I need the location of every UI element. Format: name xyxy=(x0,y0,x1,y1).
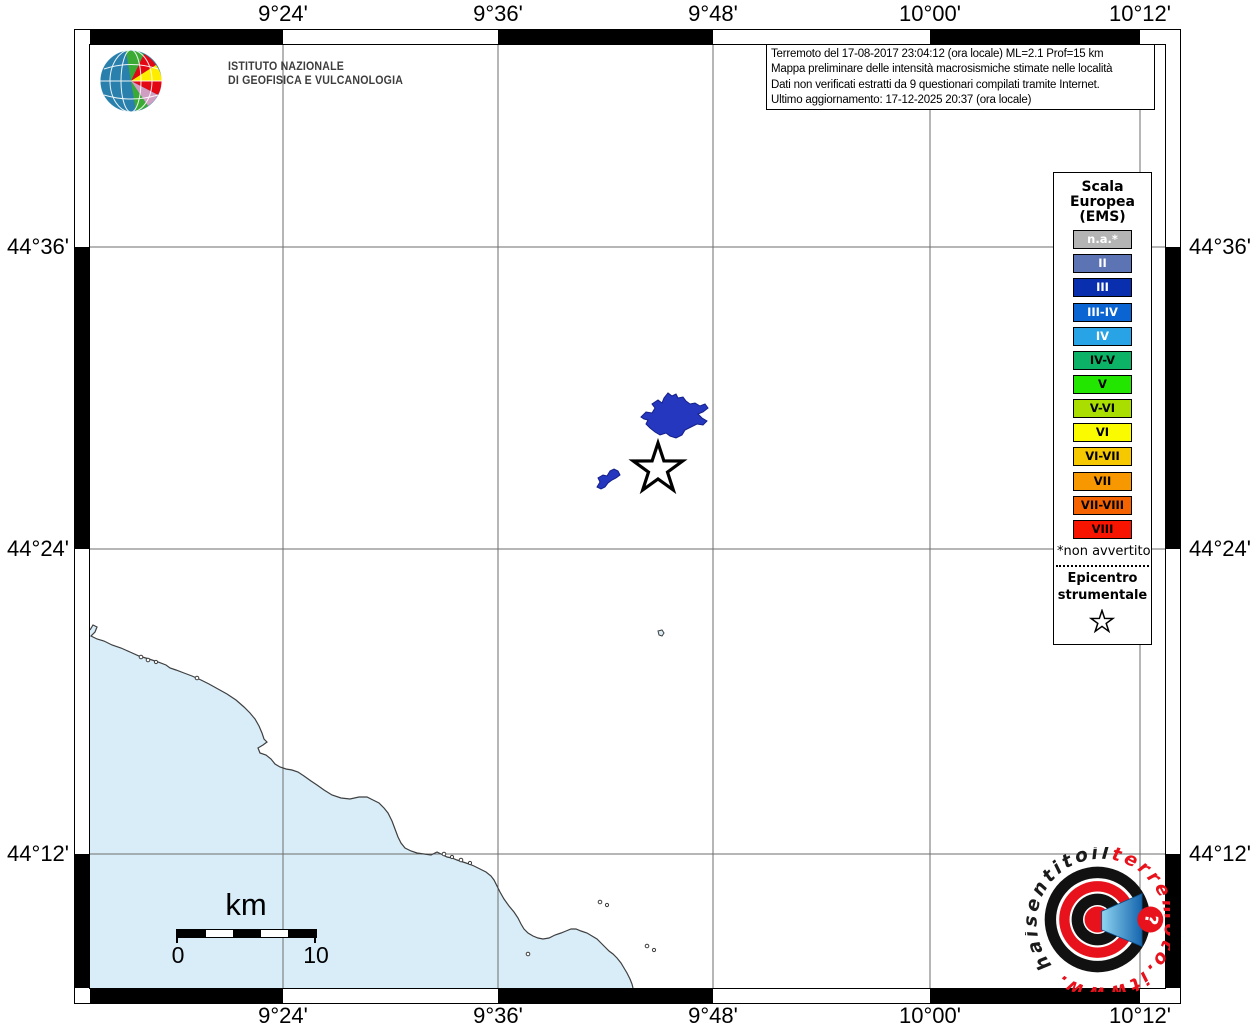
info-line-map: Mappa preliminare delle intensità macros… xyxy=(771,63,1113,76)
lon-label-top-1: 9°24' xyxy=(258,1,308,26)
lon-label-bottom-1: 9°24' xyxy=(258,1003,308,1024)
bullseye-icon xyxy=(1044,866,1151,973)
lon-label-top-3: 9°48' xyxy=(688,1,738,26)
question-mark: ? xyxy=(1140,913,1161,927)
scalebar-label-ten: 10 xyxy=(303,942,329,968)
locality-polygons xyxy=(596,392,709,490)
info-line-event: Terremoto del 17-08-2017 23:04:12 (ora l… xyxy=(771,48,1104,60)
legend-item-vii: VII xyxy=(1073,472,1132,491)
scalebar-label-zero: 0 xyxy=(171,942,185,968)
legend-epicenter-line1: Epicentro xyxy=(1067,571,1138,586)
frame-inner-border xyxy=(89,44,1166,989)
question-badge xyxy=(1137,906,1164,933)
legend-item-ii: II xyxy=(1073,254,1132,273)
ingv-title-line1: ISTITUTO NAZIONALE xyxy=(228,61,344,73)
legend-item-v: V xyxy=(1073,375,1132,394)
lat-label-left-1: 44°36' xyxy=(7,234,69,259)
frame-band-left xyxy=(75,45,89,988)
legend-epicenter-star-icon xyxy=(1089,609,1116,634)
ingv-globe-logo xyxy=(99,49,163,113)
scalebar xyxy=(177,929,317,938)
legend-item-iii-iv: III-IV xyxy=(1073,303,1132,322)
legend-item-vii-viii: VII-VIII xyxy=(1073,496,1132,515)
globe-graticule xyxy=(99,49,163,113)
legend-footnote: *non avvertito xyxy=(1057,544,1151,559)
frame-band-top xyxy=(90,30,1165,44)
epicenter-star xyxy=(628,437,688,495)
scalebar-unit-label: km xyxy=(225,887,267,922)
sea-polygon xyxy=(90,625,633,988)
scalebar-tick-right xyxy=(314,929,316,943)
lon-label-top-4: 10°00' xyxy=(899,1,961,26)
legend-item-iv-v: IV-V xyxy=(1073,351,1132,370)
lat-label-right-3: 44°12' xyxy=(1189,841,1251,866)
legend-item-iv: IV xyxy=(1073,327,1132,346)
legend-epicenter-line2: strumentale xyxy=(1057,588,1148,603)
legend-item-viii: VIII xyxy=(1073,520,1132,539)
haisentitoilterremoto-logo: ? haisentitoilterremoto.itwww. xyxy=(1025,847,1170,992)
lat-label-right-1: 44°36' xyxy=(1189,234,1251,259)
frame-outer-border xyxy=(74,29,1181,1004)
legend-title-line2: Europea xyxy=(1069,194,1136,210)
megaphone-icon xyxy=(1101,892,1143,948)
legend-title-line3: (EMS) xyxy=(1079,209,1126,225)
info-line-data: Dati non verificati estratti da 9 questi… xyxy=(771,78,1100,91)
lon-label-bottom-2: 9°36' xyxy=(473,1003,523,1024)
earthquake-info-box: Terremoto del 17-08-2017 23:04:12 (ora l… xyxy=(766,44,1155,110)
legend-item-iii: III xyxy=(1073,278,1132,297)
legend-title-line1: Scala xyxy=(1081,179,1124,195)
legend-item-na: n.a.* xyxy=(1073,230,1132,249)
lat-label-left-3: 44°12' xyxy=(7,841,69,866)
lon-label-bottom-4: 10°00' xyxy=(899,1003,961,1024)
lat-label-right-2: 44°24' xyxy=(1189,536,1251,561)
legend-item-vi-vii: VI-VII xyxy=(1073,447,1132,466)
lat-label-left-2: 44°24' xyxy=(7,536,69,561)
frame-band-bottom xyxy=(90,989,1165,1003)
info-line-updated: Ultimo aggiornamento: 17-12-2025 20:37 (… xyxy=(771,93,1032,106)
intensity-legend: Scala Europea (EMS) n.a.* II III III-IV … xyxy=(1053,172,1152,645)
lon-label-bottom-5: 10°12' xyxy=(1109,1003,1171,1024)
lon-label-top-2: 9°36' xyxy=(473,1,523,26)
ingv-title-line2: DI GEOFISICA E VULCANOLOGIA xyxy=(228,75,404,87)
legend-item-v-vi: V-VI xyxy=(1073,399,1132,418)
islets xyxy=(138,654,657,957)
legend-divider xyxy=(1056,565,1149,567)
small-lake xyxy=(657,629,665,637)
locality-polygon-small xyxy=(596,468,621,490)
lon-label-top-5: 10°12' xyxy=(1109,1,1171,26)
lon-label-bottom-3: 9°48' xyxy=(688,1003,738,1024)
frame-band-right xyxy=(1166,45,1180,988)
locality-polygon-large xyxy=(640,392,709,439)
legend-item-vi: VI xyxy=(1073,423,1132,442)
scalebar-tick-left xyxy=(176,929,178,943)
